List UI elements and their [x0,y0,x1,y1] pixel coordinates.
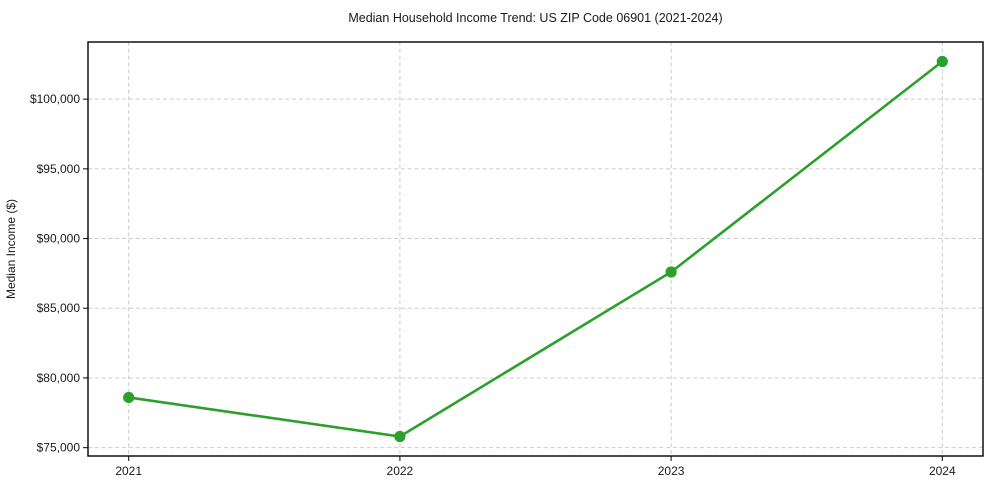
data-point-2024 [936,55,948,68]
plot-border [87,41,984,457]
data-point-2022 [394,430,406,443]
x-tick-label: 2022 [387,464,414,478]
chart-title: Median Household Income Trend: US ZIP Co… [348,11,723,25]
x-tick-label: 2021 [115,464,142,478]
x-tick-label: 2024 [929,464,956,478]
y-tick-label: $80,000 [37,371,81,385]
y-tick-label: $95,000 [37,162,81,176]
data-point-2021 [123,391,135,404]
y-tick-label: $75,000 [37,441,81,455]
y-tick-label: $90,000 [37,232,81,246]
data-point-2023 [665,266,677,278]
trend-line [127,60,944,438]
y-tick-label: $100,000 [30,92,80,106]
x-tick-label: 2023 [658,464,685,478]
y-tick-label: $85,000 [37,301,81,315]
